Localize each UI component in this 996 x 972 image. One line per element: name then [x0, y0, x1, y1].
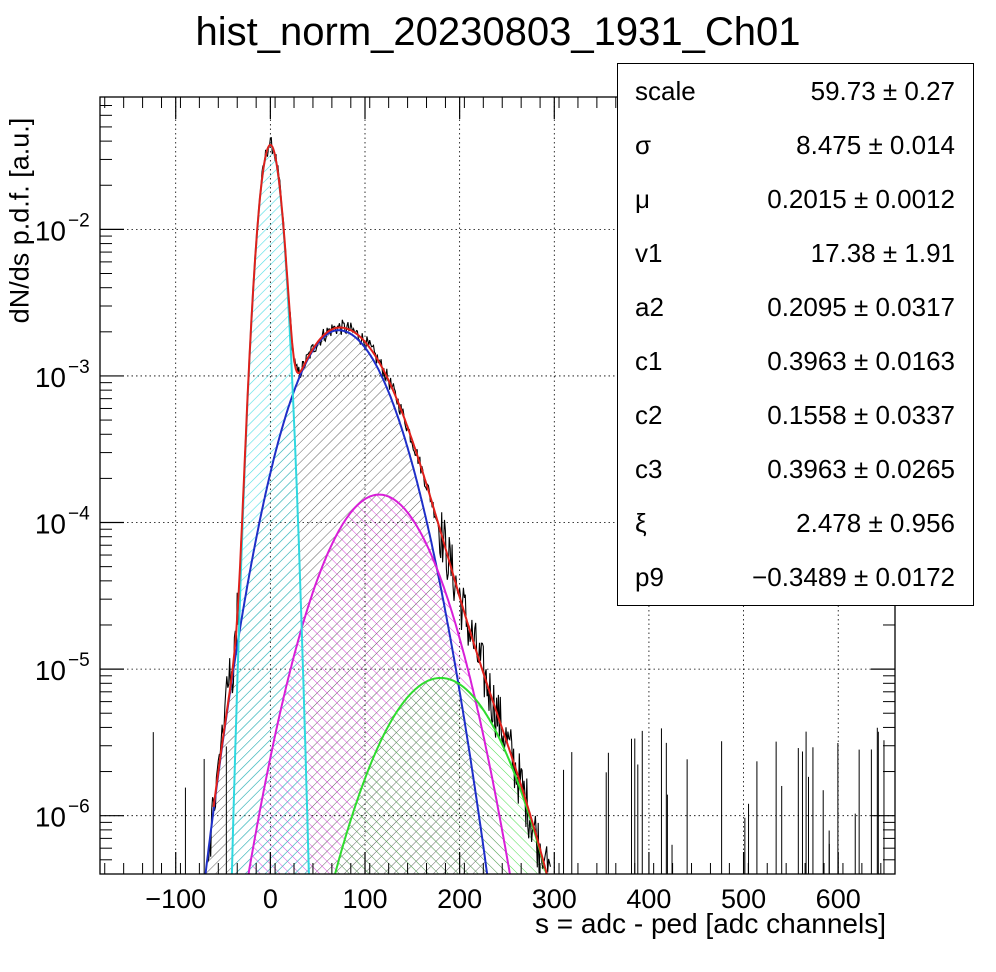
stat-value: 0.2095 ± 0.0317	[767, 292, 955, 322]
stat-value: 0.3963 ± 0.0265	[767, 454, 955, 484]
x-tick-label: 100	[342, 884, 387, 914]
stat-name: μ	[635, 184, 650, 214]
stat-name: p9	[635, 562, 664, 592]
stat-row-mu: μ 0.2015 ± 0.0012	[618, 172, 973, 226]
y-tick-label: 10	[35, 215, 66, 246]
stat-row-p9: p9 −0.3489 ± 0.0172	[618, 550, 973, 604]
y-tick-exponent: −2	[68, 210, 90, 231]
y-tick-label: 10	[35, 509, 66, 540]
stat-name: a2	[635, 292, 664, 322]
x-tick-label: 200	[437, 884, 482, 914]
stat-value: 8.475 ± 0.014	[796, 130, 955, 160]
pe1-curve	[204, 329, 489, 874]
x-tick-label: 600	[816, 884, 861, 914]
component-fills	[206, 145, 546, 874]
fit-curves	[204, 143, 548, 874]
y-tick-label: 10	[35, 655, 66, 686]
stat-name: ξ	[635, 508, 647, 538]
stat-row-xi: ξ 2.478 ± 0.956	[618, 496, 973, 550]
stat-value: −0.3489 ± 0.0172	[752, 562, 955, 592]
stat-name: c3	[635, 454, 663, 484]
total-fit-curve	[212, 143, 548, 874]
y-tick-exponent: −3	[68, 357, 90, 378]
fit-stats-box: scale 59.73 ± 0.27 σ 8.475 ± 0.014 μ 0.2…	[617, 63, 974, 606]
y-axis-label: dN/ds p.d.f. [a.u.]	[4, 117, 35, 324]
stat-name: v1	[635, 238, 663, 268]
x-axis-label: s = adc - ped [adc channels]	[535, 908, 886, 939]
stat-row-c3: c3 0.3963 ± 0.0265	[618, 442, 973, 496]
stat-value: 59.73 ± 0.27	[810, 76, 955, 106]
stat-row-c1: c1 0.3963 ± 0.0163	[618, 334, 973, 388]
stat-name: scale	[635, 76, 696, 106]
chart-title: hist_norm_20230803_1931_Ch01	[195, 10, 801, 54]
x-tick-label: 400	[626, 884, 671, 914]
x-tick-label: 0	[263, 884, 278, 914]
stat-row-a2: a2 0.2095 ± 0.0317	[618, 280, 973, 334]
stat-value: 0.1558 ± 0.0337	[767, 400, 955, 430]
stat-row-scale: scale 59.73 ± 0.27	[618, 64, 973, 118]
x-tick-label: 500	[721, 884, 766, 914]
y-tick-label: 10	[35, 802, 66, 833]
x-tick-label: −100	[145, 884, 206, 914]
y-tick-exponent: −5	[68, 650, 90, 671]
stat-name: c2	[635, 400, 663, 430]
stat-value: 0.3963 ± 0.0163	[767, 346, 955, 376]
y-tick-exponent: −6	[68, 797, 90, 818]
y-tick-label: 10	[35, 362, 66, 393]
stat-row-sigma: σ 8.475 ± 0.014	[618, 118, 973, 172]
x-tick-label: 300	[532, 884, 577, 914]
stat-row-v1: v1 17.38 ± 1.91	[618, 226, 973, 280]
y-tick-exponent: −4	[68, 504, 90, 525]
stat-name: c1	[635, 346, 663, 376]
stat-value: 2.478 ± 0.956	[796, 508, 955, 538]
stat-name: σ	[635, 130, 652, 160]
pe2-curve	[247, 493, 511, 874]
stat-value: 0.2015 ± 0.0012	[767, 184, 955, 214]
pe3-curve	[333, 677, 548, 874]
stat-value: 17.38 ± 1.91	[810, 238, 955, 268]
stat-row-c2: c2 0.1558 ± 0.0337	[618, 388, 973, 442]
